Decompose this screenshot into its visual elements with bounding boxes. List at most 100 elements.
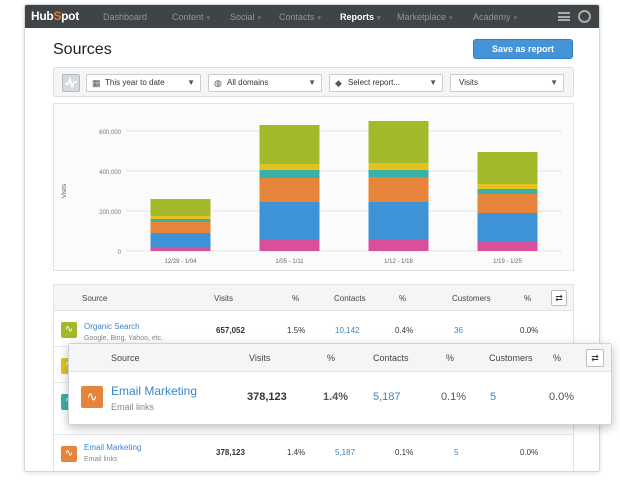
visits-value: 657,052 xyxy=(216,326,245,335)
customers-link[interactable]: 5 xyxy=(490,391,497,403)
customers-link[interactable]: 36 xyxy=(454,326,463,335)
customers-pct-value: 0.0% xyxy=(549,391,575,403)
pulse-icon: ∿ xyxy=(61,446,77,462)
nav-academy[interactable]: Academy ▾ xyxy=(473,12,517,22)
bar-segment xyxy=(259,164,320,170)
bar-segment xyxy=(368,177,429,202)
top-nav: HubSpot Dashboard Content ▾ Social ▾ Conta… xyxy=(25,5,599,28)
nav-social-label: Social xyxy=(230,12,255,22)
x-tick-label: 1/05 - 1/11 xyxy=(275,259,304,265)
chevron-down-icon: ▾ xyxy=(317,15,322,22)
customers-link[interactable]: 5 xyxy=(454,448,459,457)
nav-reports[interactable]: Reports ▾ xyxy=(340,12,381,22)
source-sub: Email links xyxy=(84,456,118,463)
bar-segment xyxy=(477,242,538,251)
col-customers-pct[interactable]: % xyxy=(524,294,532,303)
app-window: HubSpot Dashboard Content ▾ Social ▾ Conta… xyxy=(24,4,600,472)
x-tick-label: 1/19 - 1/25 xyxy=(493,259,522,265)
globe-icon: ◍ xyxy=(214,78,222,88)
nav-content[interactable]: Content ▾ xyxy=(172,12,210,22)
source-name-link[interactable]: Email Marketing xyxy=(84,443,142,452)
user-icon[interactable] xyxy=(578,10,591,23)
y-tick-label: 200,000 xyxy=(99,210,121,216)
bar-segment xyxy=(477,189,538,194)
chevron-down-icon: ▾ xyxy=(449,15,453,22)
swap-columns-icon[interactable]: ⇄ xyxy=(586,349,604,367)
menu-icon[interactable] xyxy=(558,12,570,21)
contacts-link[interactable]: 5,187 xyxy=(373,391,401,403)
dropdown-arrow-icon: ▼ xyxy=(550,78,558,87)
col-contacts-pct[interactable]: % xyxy=(399,294,407,303)
dropdown-arrow-icon: ▼ xyxy=(187,78,195,87)
visits-pct-value: 1.4% xyxy=(287,448,306,457)
bar-segment xyxy=(368,240,429,251)
y-axis-label: Visits xyxy=(62,184,68,198)
metric-select[interactable]: Visits ▼ xyxy=(450,74,564,92)
nav-dashboard[interactable]: Dashboard xyxy=(103,12,147,22)
bar-segment xyxy=(150,219,211,222)
bar-segment xyxy=(477,184,538,189)
y-tick-label: 400,000 xyxy=(99,170,121,176)
domains-value: All domains xyxy=(227,78,269,87)
col-customers-pct[interactable]: % xyxy=(553,353,562,363)
save-as-report-button[interactable]: Save as report xyxy=(473,39,573,59)
col-visits-pct[interactable]: % xyxy=(327,353,336,363)
bar-segment xyxy=(150,222,211,233)
nav-marketplace[interactable]: Marketplace ▾ xyxy=(397,12,453,22)
col-customers[interactable]: Customers xyxy=(452,294,491,303)
col-contacts[interactable]: Contacts xyxy=(334,294,366,303)
nav-content-label: Content xyxy=(172,12,204,22)
bar-segment xyxy=(150,248,211,251)
nav-contacts[interactable]: Contacts ▾ xyxy=(279,12,321,22)
bar-segment xyxy=(259,202,320,240)
table-row[interactable]: ∿ Email Marketing Email links 378,123 1.… xyxy=(54,435,573,471)
col-source[interactable]: Source xyxy=(111,353,140,363)
nav-social[interactable]: Social ▾ xyxy=(230,12,261,22)
nav-marketplace-label: Marketplace xyxy=(397,12,447,22)
bar-segment xyxy=(259,240,320,251)
bar-segment xyxy=(477,213,538,242)
bar-segment xyxy=(368,170,429,177)
bar-segment xyxy=(150,216,211,219)
contacts-link[interactable]: 10,142 xyxy=(335,326,360,335)
source-name-link[interactable]: Email Marketing xyxy=(111,384,198,398)
chevron-down-icon: ▾ xyxy=(513,15,518,22)
col-customers[interactable]: Customers xyxy=(489,353,533,363)
bar-segment xyxy=(259,178,320,202)
swap-columns-icon[interactable]: ⇄ xyxy=(551,290,567,306)
nav-academy-label: Academy xyxy=(473,12,511,22)
chevron-down-icon: ▾ xyxy=(377,15,381,22)
date-range-select[interactable]: ▦ This year to date ▼ xyxy=(86,74,201,92)
domains-select[interactable]: ◍ All domains ▼ xyxy=(208,74,322,92)
bar-segment xyxy=(259,170,320,178)
col-contacts-pct[interactable]: % xyxy=(446,353,455,363)
col-source[interactable]: Source xyxy=(82,294,108,303)
visits-value: 378,123 xyxy=(247,391,287,403)
y-tick-label: 600,000 xyxy=(99,130,121,136)
bar-segment xyxy=(368,163,429,170)
date-range-value: This year to date xyxy=(105,78,165,87)
col-visits[interactable]: Visits xyxy=(249,353,271,363)
pulse-toggle-button[interactable] xyxy=(62,74,80,92)
report-value: Select report... xyxy=(348,78,401,87)
col-contacts[interactable]: Contacts xyxy=(373,353,409,363)
source-name-link[interactable]: Organic Search xyxy=(84,322,140,331)
calendar-icon: ▦ xyxy=(92,78,101,88)
nav-contacts-label: Contacts xyxy=(279,12,315,22)
col-visits[interactable]: Visits xyxy=(214,294,233,303)
hubspot-logo[interactable]: HubSpot xyxy=(31,9,79,23)
popup-row[interactable]: ∿ Email Marketing Email links 378,123 1.… xyxy=(69,372,611,424)
visits-pct-value: 1.5% xyxy=(287,326,306,335)
y-tick-label: 0 xyxy=(118,250,122,256)
table-row[interactable]: ∿ Organic Search Google, Bing, Yahoo, et… xyxy=(54,311,573,347)
bar-segment xyxy=(368,202,429,240)
report-select[interactable]: ◆ Select report... ▼ xyxy=(329,74,443,92)
source-sub: Google, Bing, Yahoo, etc. xyxy=(84,335,164,342)
page-title: Sources xyxy=(53,41,112,58)
col-visits-pct[interactable]: % xyxy=(292,294,300,303)
contacts-pct-value: 0.1% xyxy=(395,448,414,457)
nav-dashboard-label: Dashboard xyxy=(103,12,148,22)
contacts-link[interactable]: 5,187 xyxy=(335,448,356,457)
dropdown-arrow-icon: ▼ xyxy=(308,78,316,87)
bar-segment xyxy=(150,199,211,216)
